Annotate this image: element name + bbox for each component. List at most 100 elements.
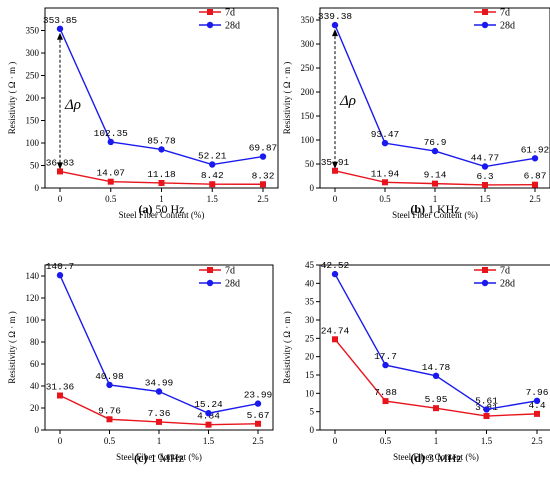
data-label-28d: 15.24 xyxy=(194,399,223,410)
data-label-28d: 61.92 xyxy=(521,144,550,155)
data-point-28d xyxy=(56,25,64,32)
data-point-7d xyxy=(483,413,490,420)
y-tick-label: 40 xyxy=(305,278,315,288)
y-tick-label: 0 xyxy=(310,183,315,193)
y-tick-label: 40 xyxy=(30,381,40,391)
data-point-7d xyxy=(260,181,266,188)
panel-label: (a) xyxy=(139,202,153,216)
data-point-7d xyxy=(209,181,216,188)
panel-caption-text: 3 MHz xyxy=(428,451,462,465)
data-point-28d xyxy=(331,270,339,278)
y-tick-label: 250 xyxy=(26,71,40,81)
legend-marker-7d xyxy=(207,9,213,15)
legend-marker-28d xyxy=(481,21,489,29)
y-tick-label: 15 xyxy=(305,370,315,380)
data-label-7d: 6.87 xyxy=(524,171,547,182)
data-label-28d: 102.35 xyxy=(94,128,129,139)
x-tick-label: 1 xyxy=(159,194,164,204)
y-tick-label: 350 xyxy=(301,15,315,25)
panel-label: (d) xyxy=(410,451,425,465)
data-point-7d xyxy=(534,410,540,417)
y-tick-label: 50 xyxy=(30,161,40,171)
chart-panel-b: 0 50 100 150 200 250 300 350 0 0.5 1 1.5 2.5 Steel Fi… xyxy=(282,7,550,220)
y-tick-label: 350 xyxy=(26,26,40,36)
x-tick-label: 2.5 xyxy=(531,436,543,446)
data-point-7d xyxy=(57,392,63,399)
x-tick-label: 1 xyxy=(434,436,439,446)
data-point-28d xyxy=(381,139,389,147)
x-axis-title: Steel Fiber Content (%) xyxy=(116,452,202,462)
data-point-7d xyxy=(255,420,261,427)
data-label-28d: 7.96 xyxy=(526,387,549,398)
data-label-28d: 353.85 xyxy=(43,15,78,26)
legend-label-28d: 28d xyxy=(500,21,515,32)
data-label-7d: 7.88 xyxy=(374,387,397,398)
chart-panel-a: 0 50 100 150 200 250 300 350 0 0.5 1 1.5 2.5 Steel Fi… xyxy=(7,7,279,220)
y-tick-label: 5 xyxy=(310,407,315,417)
y-tick-label: 150 xyxy=(301,111,315,121)
y-tick-label: 0 xyxy=(35,183,40,193)
y-tick-label: 100 xyxy=(26,138,40,148)
y-tick-label: 20 xyxy=(30,403,40,413)
data-label-7d: 5.95 xyxy=(425,394,448,405)
y-tick-label: 200 xyxy=(26,93,40,103)
data-label-28d: 5.61 xyxy=(475,395,498,406)
data-point-28d xyxy=(205,410,212,417)
data-label-28d: 40.98 xyxy=(95,371,124,382)
data-label-28d: 69.87 xyxy=(249,143,278,154)
panel-caption-text: 1 KHz xyxy=(428,202,460,216)
data-label-7d: 11.18 xyxy=(147,169,176,180)
data-point-28d xyxy=(382,361,389,369)
delta-arrow-head-down xyxy=(57,162,63,170)
y-tick-label: 300 xyxy=(301,39,315,49)
legend-label-7d: 7d xyxy=(225,8,235,19)
x-tick-label: 1.5 xyxy=(479,194,491,204)
y-axis-title: Resistivity ( Ω · m ) xyxy=(7,62,17,134)
legend-label-28d: 28d xyxy=(225,279,240,290)
data-point-28d xyxy=(254,400,262,407)
data-point-7d xyxy=(382,179,388,186)
delta-annotation: Δρ xyxy=(64,97,81,113)
data-point-7d xyxy=(156,418,162,425)
legend-marker-28d xyxy=(206,21,214,29)
y-tick-label: 30 xyxy=(305,315,315,325)
data-point-28d xyxy=(531,155,539,162)
x-tick-label: 1.5 xyxy=(207,194,219,204)
delta-arrow-head-down xyxy=(332,161,338,169)
data-label-28d: 44.77 xyxy=(471,153,500,164)
y-axis-title: Resistivity ( Ω · m ) xyxy=(282,311,292,383)
data-label-28d: 339.38 xyxy=(318,11,353,22)
data-label-7d: 5.67 xyxy=(247,410,270,421)
legend-label-7d: 7d xyxy=(500,8,510,19)
data-label-7d: 24.74 xyxy=(321,325,350,336)
y-tick-label: 60 xyxy=(30,359,40,369)
x-tick-label: 0.5 xyxy=(105,194,117,204)
panel-caption: (a) 50 Hz xyxy=(139,202,185,216)
x-tick-label: 0 xyxy=(333,194,338,204)
data-point-7d xyxy=(482,181,488,188)
data-point-7d xyxy=(57,168,63,175)
data-point-7d xyxy=(433,405,439,412)
y-tick-label: 20 xyxy=(305,352,315,362)
y-axis-title: Resistivity ( Ω · m ) xyxy=(282,62,292,134)
data-label-7d: 7.36 xyxy=(148,408,171,419)
data-label-7d: 31.36 xyxy=(46,382,75,393)
x-tick-label: 0 xyxy=(333,436,338,446)
y-tick-label: 10 xyxy=(305,388,315,398)
data-point-7d xyxy=(432,180,438,187)
data-point-7d xyxy=(158,179,165,186)
legend-marker-7d xyxy=(482,267,488,273)
legend-marker-28d xyxy=(481,279,489,287)
data-point-28d xyxy=(432,372,440,380)
data-label-7d: 4.4 xyxy=(528,400,545,411)
data-point-28d xyxy=(483,406,490,413)
delta-arrow-head-up xyxy=(332,29,338,37)
data-label-28d: 34.99 xyxy=(145,378,174,389)
data-label-28d: 85.78 xyxy=(147,135,176,146)
data-label-28d: 23.99 xyxy=(244,390,273,401)
legend-marker-7d xyxy=(482,9,488,15)
x-axis-title: Steel Fiber Content (%) xyxy=(392,210,478,220)
y-tick-label: 80 xyxy=(30,337,40,347)
x-tick-label: 1 xyxy=(157,436,162,446)
delta-annotation: Δρ xyxy=(339,93,356,109)
